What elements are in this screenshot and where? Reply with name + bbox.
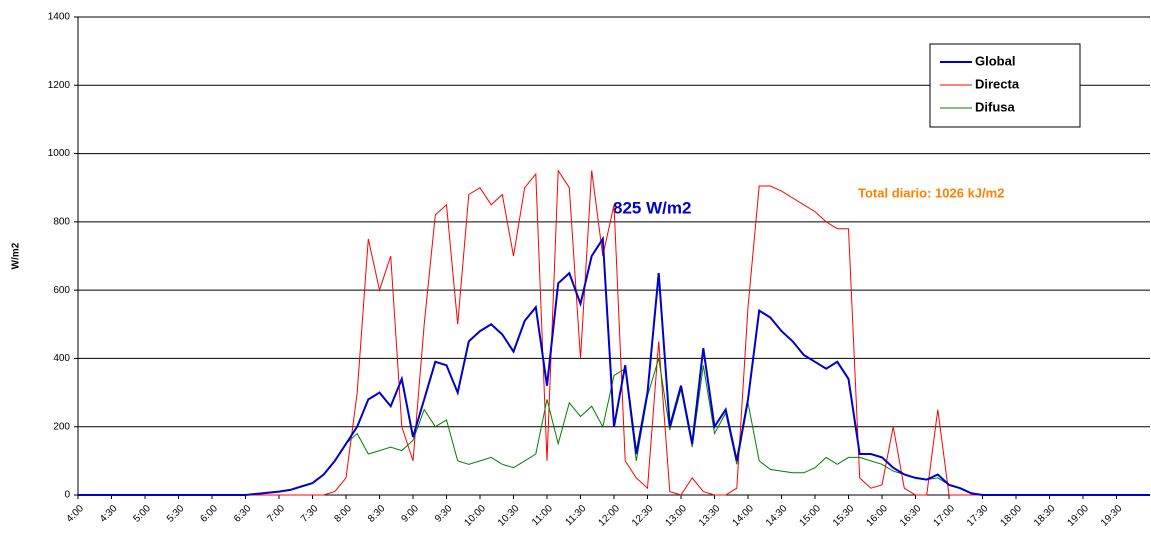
- x-tick-label: 17:00: [932, 503, 958, 529]
- x-tick-label: 12:30: [630, 503, 656, 529]
- x-tick-label: 14:00: [731, 503, 757, 529]
- x-tick-label: 4:00: [64, 503, 86, 525]
- x-tick-label: 19:30: [1099, 503, 1125, 529]
- x-tick-label: 17:30: [965, 503, 991, 529]
- x-tick-label: 18:00: [999, 503, 1025, 529]
- y-tick-label: 0: [64, 490, 70, 501]
- x-tick-label: 7:00: [265, 503, 287, 525]
- x-tick-label: 13:00: [664, 503, 690, 529]
- x-tick-label: 13:30: [697, 503, 723, 529]
- x-tick-label: 8:30: [366, 503, 388, 525]
- annotation: 825 W/m2: [613, 198, 691, 217]
- x-tick-label: 16:30: [898, 503, 924, 529]
- x-tick-label: 9:00: [399, 503, 421, 525]
- x-tick-label: 15:00: [798, 503, 824, 529]
- x-tick-label: 5:00: [131, 503, 153, 525]
- legend-label: Directa: [975, 76, 1020, 91]
- x-tick-label: 6:30: [232, 503, 254, 525]
- x-tick-label: 11:00: [530, 503, 555, 528]
- y-axis-label: W/m2: [11, 242, 22, 269]
- x-tick-label: 11:30: [564, 503, 589, 528]
- x-tick-label: 12:00: [597, 503, 623, 529]
- y-tick-label: 200: [53, 421, 70, 432]
- x-tick-label: 10:00: [463, 503, 489, 529]
- x-tick-label: 8:00: [332, 503, 354, 525]
- annotation: Total diario: 1026 kJ/m2: [858, 185, 1004, 200]
- y-tick-label: 600: [53, 285, 70, 296]
- x-tick-label: 7:30: [299, 503, 321, 525]
- line-directa: [78, 169, 1150, 496]
- x-tick-label: 5:30: [165, 503, 187, 525]
- x-tick-label: 14:30: [764, 503, 790, 529]
- legend-label: Difusa: [975, 99, 1016, 114]
- y-tick-label: 800: [53, 216, 70, 227]
- x-tick-label: 18:30: [1032, 503, 1058, 529]
- x-tick-label: 15:30: [831, 503, 857, 529]
- x-tick-label: 19:00: [1066, 503, 1092, 529]
- x-tick-label: 4:30: [98, 503, 120, 525]
- y-tick-label: 1200: [48, 80, 71, 91]
- y-tick-label: 1000: [48, 148, 71, 159]
- x-tick-label: 6:00: [198, 503, 220, 525]
- line-global: [78, 235, 1150, 496]
- x-tick-label: 10:30: [496, 503, 522, 529]
- legend-label: Global: [975, 53, 1015, 68]
- y-tick-label: 1400: [48, 12, 71, 23]
- x-tick-label: 9:30: [433, 503, 455, 525]
- x-tick-label: 16:00: [865, 503, 891, 529]
- y-tick-label: 400: [53, 353, 70, 364]
